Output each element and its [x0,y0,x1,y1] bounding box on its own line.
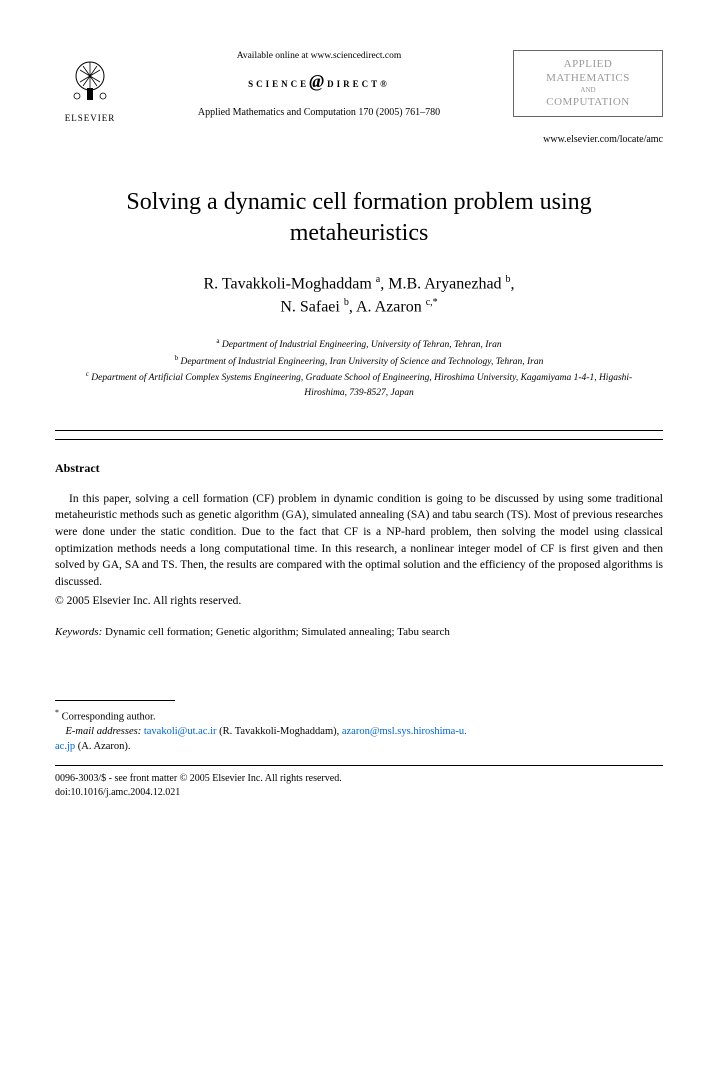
journal-reference: Applied Mathematics and Computation 170 … [135,106,503,120]
journal-title-box: APPLIED MATHEMATICS AND COMPUTATION [513,50,663,117]
doi-line: doi:10.1016/j.amc.2004.12.021 [55,786,663,800]
email-link-1[interactable]: tavakoli@ut.ac.ir [144,726,217,737]
rule-top-2 [55,439,663,440]
publisher-block: ELSEVIER [55,50,125,125]
sciencedirect-logo: SCIENCE@DIRECT® [135,69,503,94]
corresponding-text: Corresponding author. [62,712,156,723]
email-label: E-mail addresses: [66,726,142,737]
email-1-paren: (R. Tavakkoli-Moghaddam), [217,726,342,737]
rule-top [55,430,663,431]
paper-title: Solving a dynamic cell formation problem… [55,187,663,249]
star-icon: * [55,708,59,717]
keywords-text: Dynamic cell formation; Genetic algorith… [102,626,450,638]
bottom-rule [55,765,663,766]
footnote-rule [55,700,175,701]
email-link-2-cont[interactable]: ac.jp [55,741,75,752]
journal-box-line2: MATHEMATICS [518,71,658,85]
elsevier-tree-icon [65,58,115,103]
bottom-info-block: 0096-3003/$ - see front matter © 2005 El… [55,772,663,800]
sd-brand-2: DIRECT® [327,79,390,89]
header-center: Available online at www.sciencedirect.co… [125,50,513,120]
front-matter-line: 0096-3003/$ - see front matter © 2005 El… [55,772,663,786]
journal-box-line1: APPLIED [518,57,658,71]
footnotes-block: * Corresponding author. E-mail addresses… [55,707,663,755]
header-bar: ELSEVIER Available online at www.science… [55,50,663,125]
affil-c: Department of Artificial Complex Systems… [89,373,632,397]
author-sep-1: , M.B. Aryanezhad [380,275,505,292]
author-sep-2: , [511,275,515,292]
keywords-line: Keywords: Dynamic cell formation; Geneti… [55,625,663,640]
author-sep-3: , A. Azaron [349,298,426,315]
abstract-copyright: © 2005 Elsevier Inc. All rights reserved… [55,593,663,609]
email-2-paren: (A. Azaron). [75,741,130,752]
publisher-name: ELSEVIER [65,112,116,125]
available-online-text: Available online at www.sciencedirect.co… [135,50,503,63]
affil-a: Department of Industrial Engineering, Un… [219,341,501,351]
sd-at-icon: @ [309,71,327,91]
journal-box-and: AND [518,86,658,96]
author-4-affil: c,* [426,297,438,308]
author-1: R. Tavakkoli-Moghaddam [203,275,375,292]
affiliations-block: a Department of Industrial Engineering, … [55,336,663,399]
journal-box-line3: COMPUTATION [518,95,658,109]
journal-url: www.elsevier.com/locate/amc [55,133,663,147]
abstract-body: In this paper, solving a cell formation … [55,491,663,591]
corresponding-author-note: * Corresponding author. [55,707,663,725]
author-3: N. Safaei [280,298,344,315]
affil-b: Department of Industrial Engineering, Ir… [178,357,543,367]
email-link-2[interactable]: azaron@msl.sys.hiroshima-u. [342,726,467,737]
authors-block: R. Tavakkoli-Moghaddam a, M.B. Aryanezha… [55,273,663,318]
email-continuation: ac.jp (A. Azaron). [55,740,663,755]
email-addresses-line: E-mail addresses: tavakoli@ut.ac.ir (R. … [55,725,663,740]
sd-brand-1: SCIENCE [248,79,309,89]
abstract-heading: Abstract [55,460,663,477]
keywords-label: Keywords: [55,626,102,638]
elsevier-logo-icon [60,50,120,110]
